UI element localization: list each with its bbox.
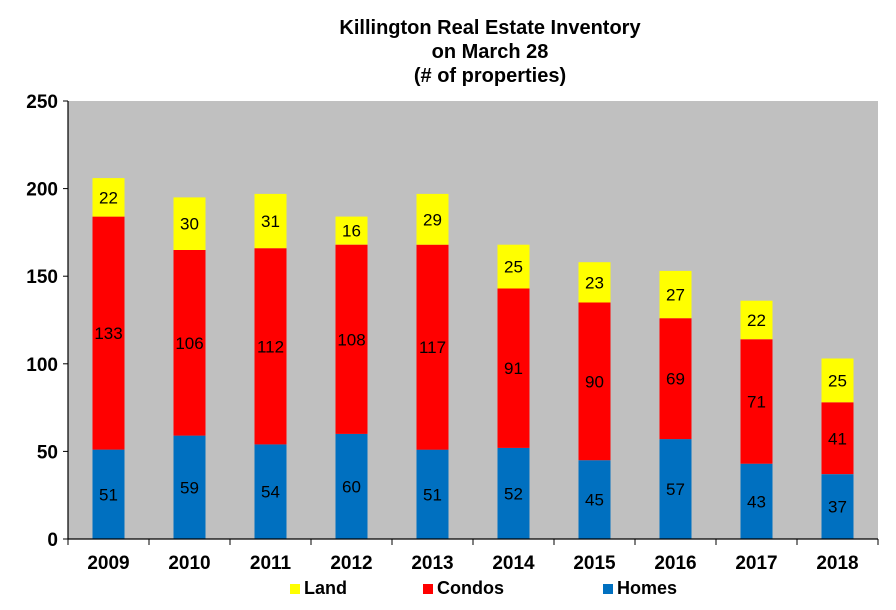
data-label-homes-2011: 54: [261, 483, 280, 502]
bar-condos-2010: [173, 249, 206, 436]
bar-condos-2018: [821, 402, 854, 475]
x-tick-label-2013: 2013: [411, 553, 453, 574]
chart-title-line-3: (# of properties): [414, 65, 566, 87]
bar-land-2009: [92, 178, 125, 217]
data-label-condos-2016: 69: [666, 370, 685, 389]
data-label-land-2010: 30: [180, 215, 199, 234]
x-tick-label-2011: 2011: [250, 553, 292, 574]
y-tick-label-0: 0: [47, 530, 58, 551]
bars-layer: [92, 178, 854, 539]
bar-land-2017: [740, 300, 773, 340]
data-label-condos-2017: 71: [747, 393, 766, 412]
data-label-homes-2010: 59: [180, 478, 199, 497]
legend-label-homes: Homes: [617, 578, 677, 598]
data-label-land-2012: 16: [342, 222, 361, 241]
bar-homes-2009: [92, 449, 125, 539]
data-label-land-2018: 25: [828, 371, 847, 390]
bar-homes-2016: [659, 439, 692, 539]
x-tick-label-2016: 2016: [654, 553, 696, 574]
data-label-land-2009: 22: [99, 188, 118, 207]
data-label-condos-2011: 112: [257, 337, 284, 356]
chart-title-line-2: on March 28: [432, 41, 549, 63]
data-label-homes-2016: 57: [666, 480, 685, 499]
data-label-homes-2009: 51: [99, 485, 118, 504]
data-label-land-2017: 22: [747, 311, 766, 330]
legend-label-land: Land: [304, 578, 347, 598]
chart-title: Killington Real Estate Inventory on Marc…: [339, 17, 641, 87]
bar-homes-2013: [416, 449, 449, 539]
bar-land-2014: [497, 244, 530, 289]
legend-swatch-condos: [423, 584, 433, 594]
y-axis-ticks: 0 50 100 150 200 250: [26, 92, 68, 551]
bar-condos-2016: [659, 318, 692, 440]
bar-condos-2011: [254, 248, 287, 445]
data-label-land-2016: 27: [666, 286, 685, 305]
y-tick-label-250: 250: [26, 92, 58, 113]
x-tick-label-2018: 2018: [816, 553, 858, 574]
data-label-condos-2015: 90: [585, 372, 604, 391]
x-tick-label-2012: 2012: [330, 553, 372, 574]
bar-homes-2018: [821, 474, 854, 539]
x-tick-label-2017: 2017: [735, 553, 777, 574]
bar-land-2010: [173, 197, 206, 250]
y-tick-label-200: 200: [26, 180, 58, 201]
data-label-homes-2012: 60: [342, 477, 361, 496]
bar-condos-2009: [92, 216, 125, 450]
legend-swatch-land: [290, 584, 300, 594]
bar-homes-2017: [740, 463, 773, 539]
y-tick-label-100: 100: [26, 355, 58, 376]
bar-condos-2017: [740, 339, 773, 464]
data-label-land-2014: 25: [504, 258, 523, 277]
data-label-homes-2013: 51: [423, 485, 442, 504]
bar-condos-2015: [578, 302, 611, 461]
x-tick-label-2014: 2014: [492, 553, 535, 574]
bar-land-2018: [821, 358, 854, 403]
legend-label-condos: Condos: [437, 578, 504, 598]
x-axis-ticks: 2009 2010 2011 2012 2013 2014 2015 2016 2017 2018: [67, 539, 879, 574]
legend-swatch-homes: [603, 584, 613, 594]
bar-condos-2012: [335, 244, 368, 434]
data-label-condos-2014: 91: [504, 359, 523, 378]
bar-land-2015: [578, 262, 611, 303]
data-label-homes-2018: 37: [828, 498, 847, 517]
data-label-condos-2010: 106: [175, 334, 203, 353]
bar-homes-2011: [254, 444, 287, 539]
bar-land-2011: [254, 193, 287, 249]
x-tick-label-2015: 2015: [573, 553, 616, 574]
bar-condos-2013: [416, 244, 449, 450]
x-tick-label-2009: 2009: [87, 553, 129, 574]
y-tick-label-50: 50: [37, 442, 58, 463]
bar-homes-2010: [173, 435, 206, 539]
bar-homes-2015: [578, 460, 611, 539]
bar-land-2016: [659, 270, 692, 319]
chart-title-line-1: Killington Real Estate Inventory: [339, 17, 641, 39]
data-label-land-2011: 31: [261, 212, 280, 231]
data-label-land-2015: 23: [585, 273, 604, 292]
bar-land-2012: [335, 216, 368, 245]
data-labels-layer: 51 133 22 59 106 30 54 112 31 60 108 16 51 117 29 52 91 2…: [94, 188, 847, 516]
data-label-land-2013: 29: [423, 210, 442, 229]
data-label-condos-2012: 108: [337, 330, 365, 349]
bar-homes-2012: [335, 433, 368, 539]
bar-condos-2014: [497, 288, 530, 448]
data-label-homes-2015: 45: [585, 491, 604, 510]
legend: Land Condos Homes: [290, 578, 677, 598]
x-tick-label-2010: 2010: [168, 553, 210, 574]
data-label-condos-2009: 133: [94, 324, 122, 343]
bar-homes-2014: [497, 447, 530, 539]
y-tick-label-150: 150: [26, 267, 58, 288]
data-label-condos-2018: 41: [828, 429, 847, 448]
data-label-homes-2017: 43: [747, 492, 766, 511]
data-label-condos-2013: 117: [419, 338, 446, 357]
data-label-homes-2014: 52: [504, 484, 523, 503]
bar-land-2013: [416, 193, 449, 245]
